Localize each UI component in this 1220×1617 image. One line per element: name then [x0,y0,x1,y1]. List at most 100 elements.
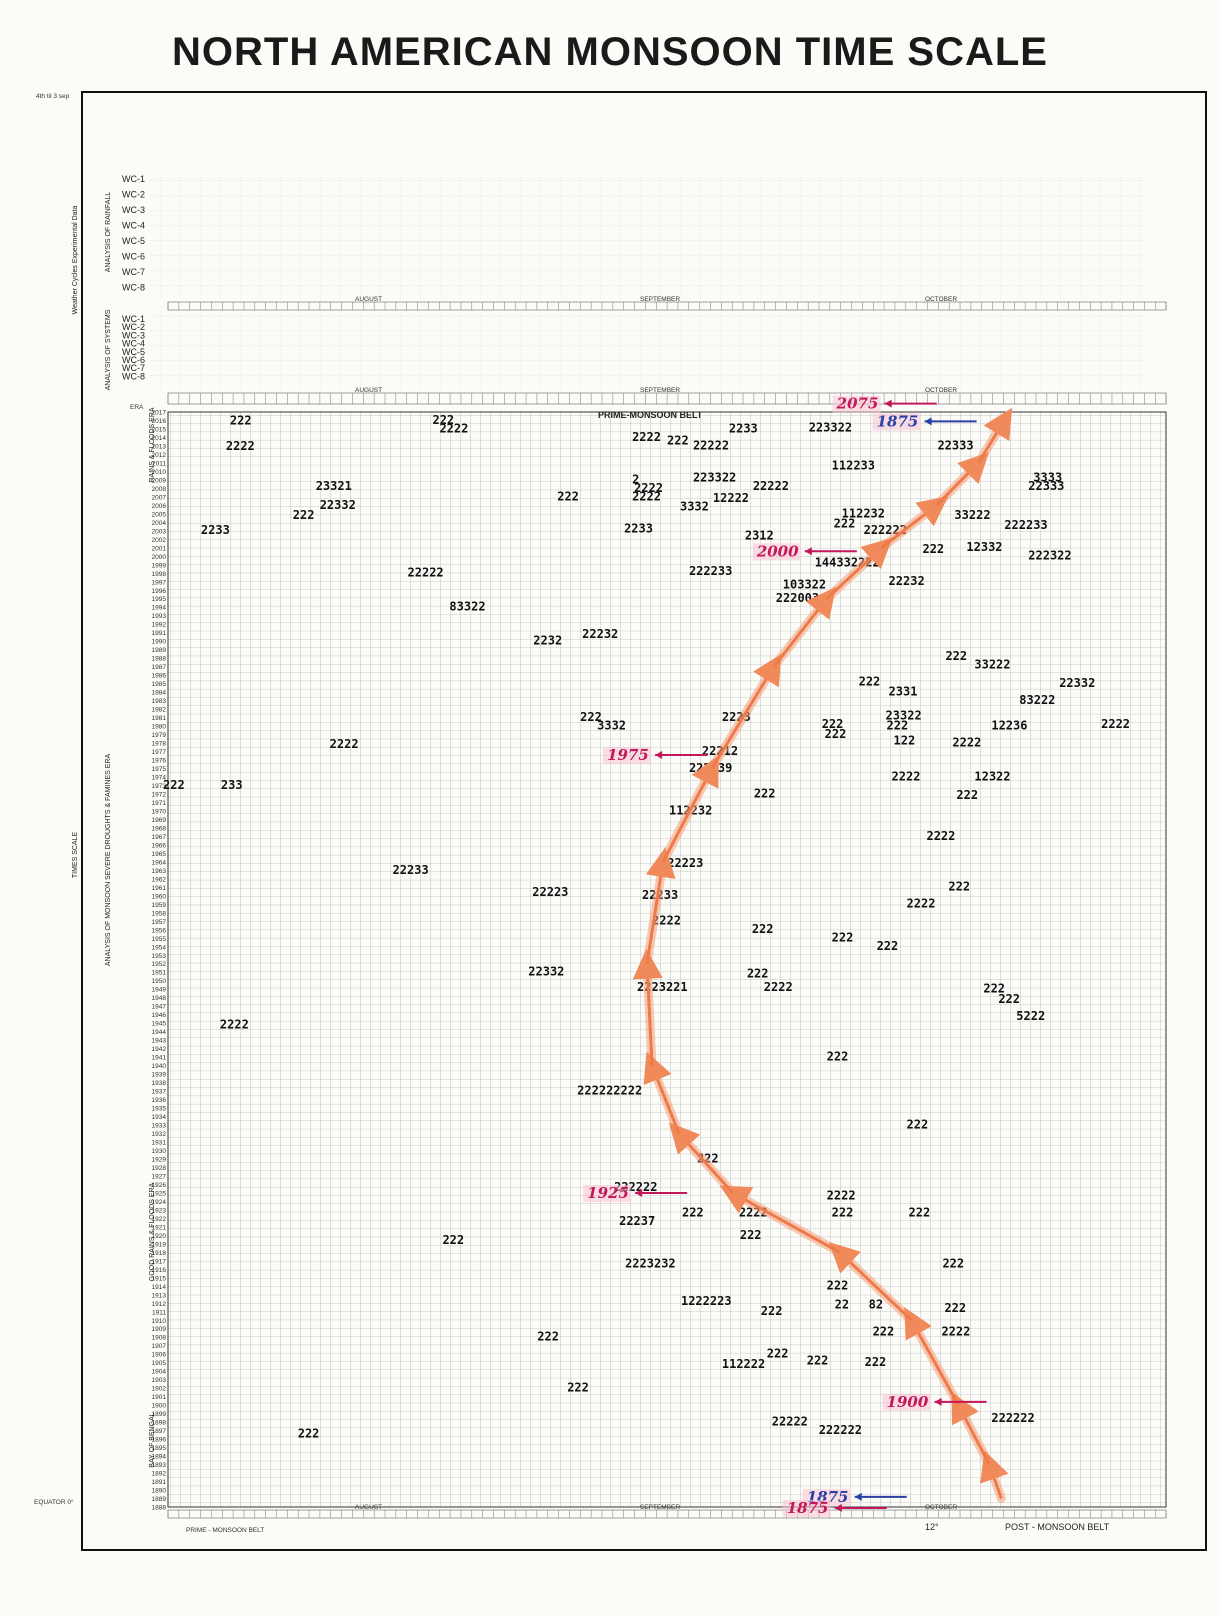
marker-highlight [882,1393,931,1411]
year-tick-label: 1974 [152,775,167,782]
trend-segment [880,496,949,550]
year-tick-label: 1941 [152,1055,167,1062]
trend-segment [710,653,782,770]
year-tick-label: 2016 [152,418,167,425]
trend-segment [951,1391,991,1466]
cycle-code: 222 [761,1304,783,1318]
cycle-code: 222222 [991,1411,1034,1425]
cycle-code: 222 [754,786,776,800]
year-tick-label: 1907 [152,1343,167,1350]
marker-highlight [832,395,881,413]
year-tick-label: 1981 [152,715,167,722]
year-tick-label: 1977 [152,749,167,756]
year-tick-label: 1944 [152,1029,167,1036]
year-tick-label: 2012 [152,452,167,459]
cycle-code: 2222 [632,489,661,503]
cycle-code: 2222 [439,421,468,435]
year-tick-label: 2015 [152,426,167,433]
year-tick-label: 1895 [152,1445,167,1452]
year-tick-label: 2017 [152,410,167,417]
cycle-code: 22232 [889,574,925,588]
year-tick-label: 1985 [152,681,167,688]
cycle-code: 2222 [632,430,661,444]
year-tick-label: 2000 [152,554,167,561]
year-tick-label: 1910 [152,1318,167,1325]
top-band-label: PRIME-MONSOON BELT [598,410,703,420]
marker-arrowhead [635,1189,643,1198]
trend-segment [977,407,1013,464]
year-tick-label: 1972 [152,791,167,798]
cycle-code: 22222 [693,438,729,452]
cycle-code: 22233 [393,863,429,877]
good-rains-label: GOOD RAINS & FLOODS ERA [149,1182,156,1281]
cycle-code: 222 [873,1325,895,1339]
cycle-code: 22223 [532,885,568,899]
year-tick-label: 2006 [152,503,167,510]
year-tick-label: 1889 [152,1496,167,1503]
marker-arrowhead [804,547,812,556]
year-tick-label: 1924 [152,1199,167,1206]
cycle-code: 12322 [974,769,1010,783]
year-tick-label: 2014 [152,435,167,442]
year-tick-label: 1953 [152,953,167,960]
trend-segment [904,1307,960,1406]
cycle-code: 2222 [634,481,663,495]
equator-label: EQUATOR 0° [34,1498,74,1506]
year-tick-label: 1911 [152,1309,166,1316]
year-tick-label: 2007 [152,494,167,501]
year-tick-label: 1991 [152,630,167,637]
year-tick-label: 1968 [152,825,167,832]
cycle-code: 2233 [624,522,653,536]
cycle-code: 222 [567,1381,589,1395]
wc-system-label: WC-7 [122,363,145,373]
year-tick-label: 1903 [152,1377,167,1384]
year-tick-label: 1954 [152,944,167,951]
year-tick-label: 1957 [152,919,167,926]
cycle-code: 222 [827,1279,849,1293]
year-tick-label: 1967 [152,834,167,841]
wc-label: WC-7 [122,267,145,277]
year-tick-label: 1932 [152,1131,167,1138]
cycle-code: 222 [907,1117,929,1131]
wc-label: WC-8 [122,283,145,293]
cycle-code: 222 [580,710,602,724]
year-tick-label: 1940 [152,1063,167,1070]
cycle-code: 222 [945,649,967,663]
year-tick-label: 1906 [152,1352,167,1359]
year-tick-label: 1888 [152,1505,167,1512]
year-tick-label: 1900 [152,1403,167,1410]
trend-segment [643,1051,681,1135]
monsoon-section-label: ANALYSIS OF MONSOON SEVERE DROUGHTS & FA… [105,754,112,967]
cycle-code: 2222 [226,439,255,453]
cycle-code: 2222 [652,914,681,928]
cycle-code: 222 [865,1355,887,1369]
cycle-code: 103322 [783,578,826,592]
cycle-code: 222 [948,880,970,894]
cycle-code: 222 [998,992,1020,1006]
cycle-code: 222 [956,788,978,802]
year-tick-label: 2013 [152,443,167,450]
bay-of-bengal-label: BAY OF BENGAL [149,1412,156,1467]
year-tick-label: 1916 [152,1267,167,1274]
year-tick-label: 1929 [152,1156,167,1163]
cycle-code: 222 [747,966,769,980]
cycle-code: 23322 [886,708,922,722]
weather-cycle-system-labels: WC-1WC-2WC-3WC-4WC-5WC-6WC-7WC-8 [122,314,145,381]
wc-label: WC-5 [122,236,145,246]
cycle-code: 22333 [1028,479,1064,493]
cycle-code: 222 [557,489,579,503]
year-tick-label: 1931 [152,1140,167,1147]
year-marker-label: 1900 [887,1393,929,1411]
year-marker-label: 1875 [787,1499,829,1517]
cycle-code: 222 [827,1050,849,1064]
cycle-code: 82 [869,1297,883,1311]
cycle-code: 222 [859,674,881,688]
year-tick-label: 2008 [152,486,167,493]
cycle-code: 233 [221,778,243,792]
systems-grid [150,312,1150,390]
year-tick-label: 1945 [152,1021,167,1028]
corner-code: 4th til 3 sep [36,93,70,100]
year-tick-label: 1930 [152,1148,167,1155]
year-tick-label: 1914 [152,1284,167,1291]
year-tick-label: 1915 [152,1275,167,1282]
